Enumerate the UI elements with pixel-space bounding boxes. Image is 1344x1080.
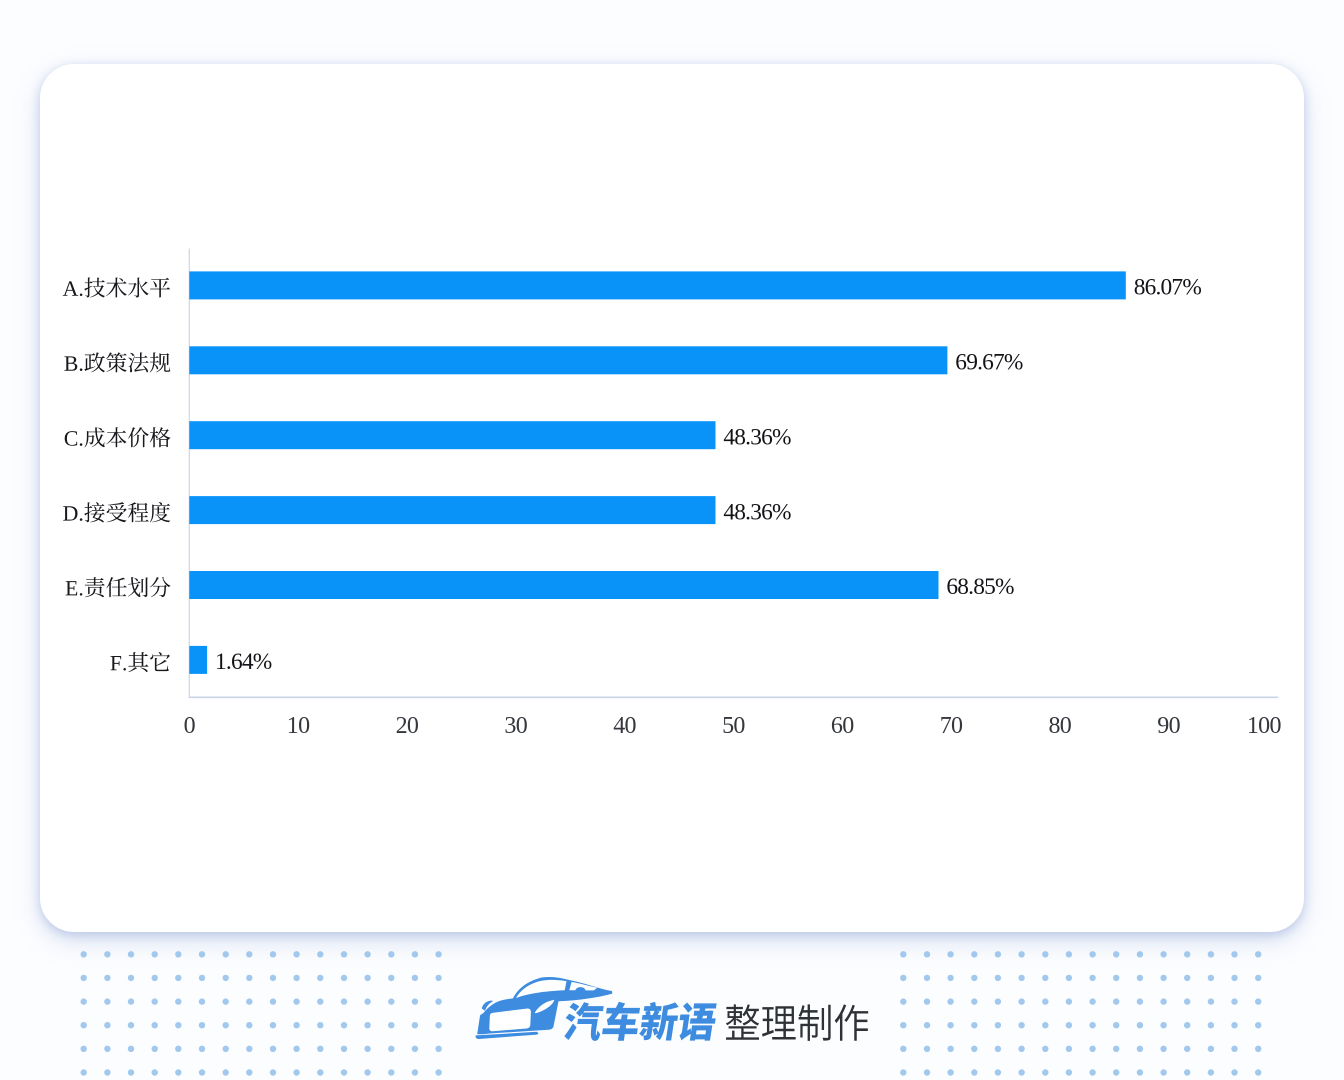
svg-text:70: 70 xyxy=(940,713,963,739)
svg-text:90: 90 xyxy=(1157,713,1180,739)
svg-text:40: 40 xyxy=(613,713,636,739)
svg-text:69.67%: 69.67% xyxy=(955,350,1023,376)
svg-text:48.36%: 48.36% xyxy=(723,499,791,525)
svg-text:30: 30 xyxy=(504,713,527,739)
svg-text:20: 20 xyxy=(396,713,419,739)
svg-text:86.07%: 86.07% xyxy=(1134,275,1202,301)
svg-text:0: 0 xyxy=(184,713,196,739)
svg-text:80: 80 xyxy=(1048,713,1071,739)
svg-text:10: 10 xyxy=(287,713,310,739)
svg-text:100: 100 xyxy=(1247,713,1282,739)
svg-text:60: 60 xyxy=(831,713,854,739)
svg-text:68.85%: 68.85% xyxy=(946,574,1014,600)
svg-text:1.64%: 1.64% xyxy=(215,649,272,675)
svg-text:50: 50 xyxy=(722,713,745,739)
svg-text:48.36%: 48.36% xyxy=(723,424,791,450)
